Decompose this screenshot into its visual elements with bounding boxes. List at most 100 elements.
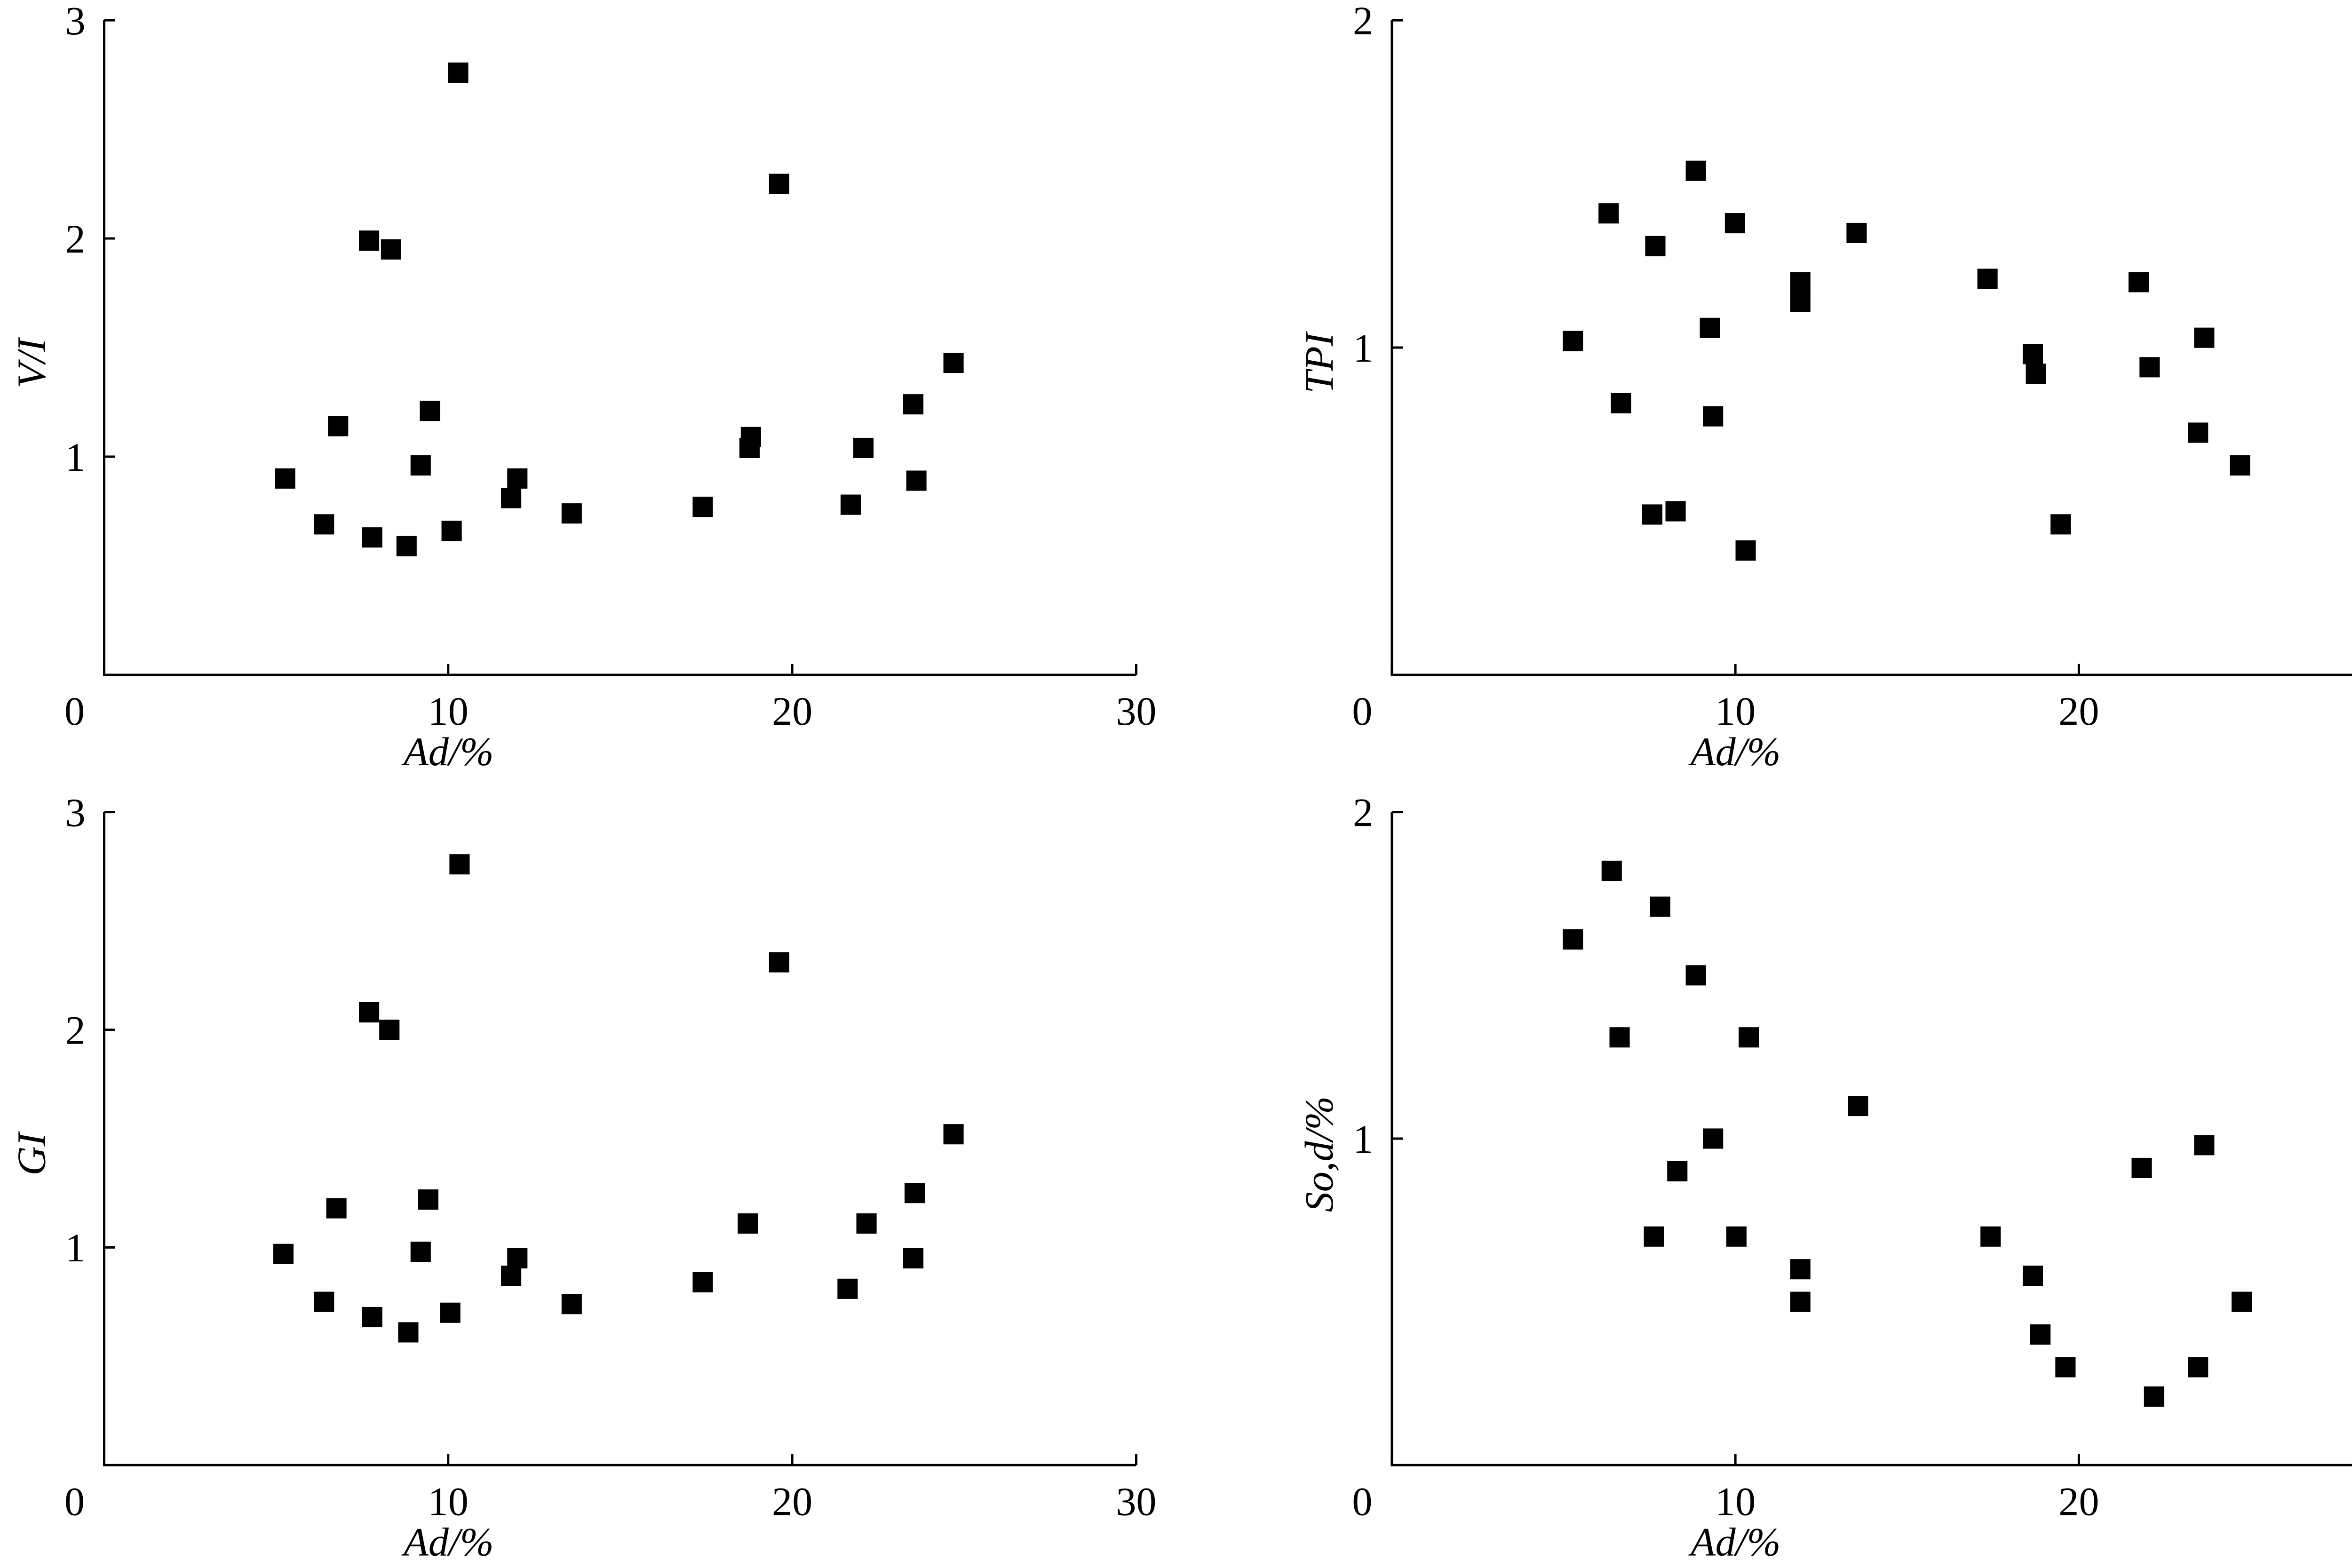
y-tick-label: 3 — [65, 0, 86, 43]
y-tick-label: 2 — [1353, 790, 1373, 835]
point — [501, 488, 522, 508]
point — [692, 497, 713, 517]
x-tick-label: 10 — [1715, 1479, 1756, 1524]
x-tick-label: 20 — [772, 689, 812, 734]
y-axis-label: GI — [9, 1131, 54, 1175]
y-axis-label: V/I — [9, 336, 54, 388]
y-tick-label: 2 — [65, 216, 86, 261]
point — [449, 854, 470, 875]
point — [314, 514, 334, 535]
point — [2139, 357, 2160, 378]
point — [2022, 1266, 2043, 1286]
y-tick-label: 2 — [1353, 0, 1373, 43]
x-axis-label: Ad/% — [401, 729, 493, 774]
x-tick-label: 0 — [1352, 689, 1372, 734]
x-tick-label: 20 — [772, 1479, 812, 1524]
point — [359, 1002, 380, 1023]
point — [362, 527, 382, 548]
point — [1739, 1027, 1759, 1048]
point — [1846, 222, 1867, 244]
panel: 0 10 20 30 1 2 3 Ad/% GI — [9, 790, 1157, 1564]
point — [2026, 364, 2046, 384]
x-tick-label: 20 — [2058, 689, 2099, 734]
point — [906, 470, 927, 491]
point — [943, 1124, 964, 1145]
point — [2230, 455, 2250, 476]
point — [1703, 1128, 1724, 1149]
point — [275, 468, 295, 489]
point — [1790, 1291, 1811, 1312]
point — [398, 1322, 419, 1343]
x-axis-label: Ad/% — [401, 1519, 493, 1564]
point — [379, 1019, 400, 1040]
point — [314, 1291, 334, 1312]
y-tick-label: 2 — [65, 1007, 86, 1053]
point — [561, 1294, 582, 1315]
point — [362, 1307, 382, 1328]
point — [507, 468, 528, 489]
y-tick-label: 1 — [1353, 1117, 1373, 1162]
x-tick-label: 10 — [428, 1479, 469, 1524]
point — [840, 494, 861, 515]
point — [2188, 422, 2209, 443]
point — [738, 1213, 758, 1234]
point — [1598, 203, 1619, 224]
y-axis-label: TPI — [1296, 331, 1342, 394]
point — [1790, 1259, 1811, 1280]
point — [1642, 504, 1662, 525]
point — [2030, 1324, 2051, 1345]
point — [1609, 1027, 1630, 1048]
x-axis-label: Ad/% — [1688, 1519, 1780, 1564]
point — [1650, 896, 1670, 917]
y-axis-label: So,d/% — [1296, 1096, 1342, 1212]
point — [903, 394, 924, 415]
point — [2144, 1386, 2164, 1407]
x-tick-label: 30 — [1116, 1479, 1156, 1524]
point — [740, 427, 761, 447]
point — [448, 62, 469, 83]
x-tick-label: 0 — [1352, 1479, 1372, 1524]
point — [2055, 1357, 2076, 1378]
axes — [103, 812, 1136, 1466]
point — [396, 536, 417, 556]
point — [903, 1248, 924, 1269]
point — [328, 416, 349, 436]
point — [1980, 1226, 2001, 1247]
point — [2188, 1357, 2209, 1378]
x-tick-label: 10 — [1715, 689, 1756, 734]
point — [273, 1243, 294, 1264]
point — [1700, 317, 1720, 338]
point — [441, 521, 462, 541]
x-tick-label: 30 — [1116, 689, 1156, 734]
point — [1563, 929, 1583, 950]
point — [853, 437, 874, 459]
point — [1685, 160, 1706, 181]
point — [1726, 1226, 1747, 1247]
point — [943, 352, 964, 373]
point — [359, 230, 380, 251]
point — [418, 1189, 438, 1210]
point — [1601, 861, 1622, 881]
point — [692, 1272, 713, 1292]
panel: 010203012Ad/%So,d/% — [1296, 790, 2352, 1564]
x-tick-label: 0 — [64, 1479, 85, 1524]
point — [1665, 501, 1686, 522]
y-tick-label: 1 — [65, 435, 86, 480]
panel: 0 10 20 30 1 2 3 Ad/% V/I — [9, 0, 1157, 774]
point — [507, 1248, 528, 1269]
point — [1645, 236, 1666, 256]
point — [2194, 1135, 2215, 1156]
point — [1685, 965, 1706, 986]
point — [1735, 540, 1756, 561]
y-tick-label: 1 — [65, 1225, 86, 1270]
point — [1977, 269, 1998, 289]
point — [410, 455, 431, 476]
point — [410, 1242, 431, 1262]
point — [2131, 1157, 2152, 1178]
point — [1790, 272, 1811, 293]
point — [440, 1302, 461, 1323]
point — [1667, 1161, 1688, 1181]
axes — [103, 20, 1136, 676]
point — [561, 503, 582, 524]
